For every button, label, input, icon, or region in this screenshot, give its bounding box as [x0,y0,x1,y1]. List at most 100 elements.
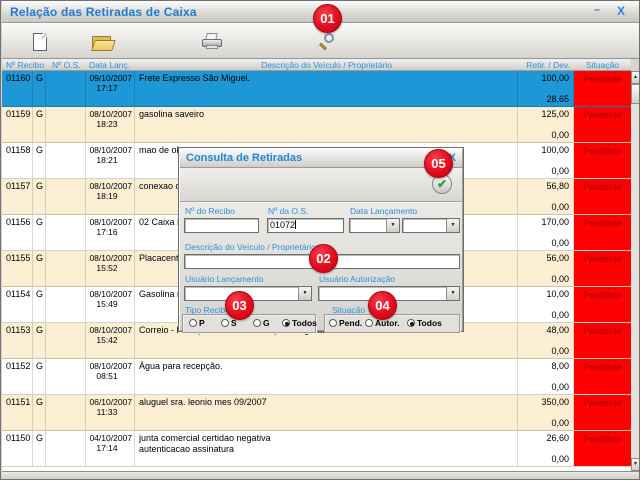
cell-date: 08/10/2007 [89,325,132,335]
status-badge: Pendente [574,179,631,214]
header-data[interactable]: Data Lanç. [89,60,131,70]
cell-date: 06/10/2007 [89,397,132,407]
table-row[interactable]: 01159 G 08/10/2007 18:23 gasolina saveir… [2,107,631,143]
cell-os [46,71,86,106]
annotation-badge-03: 03 [225,291,254,320]
radio-tipo-todos[interactable]: Todos [282,318,317,328]
radio-situacao-autor[interactable]: Autor. [365,318,400,328]
cell-os [46,251,86,286]
radio-situacao-pend[interactable]: Pend. [329,318,362,328]
cell-descricao: aluguel sra. leonio mes 09/2007 [135,395,518,430]
radio-situacao-todos[interactable]: Todos [407,318,442,328]
cell-recibo: 01157 [2,179,33,214]
header-situacao[interactable]: Situação [585,60,620,70]
data-final-combo[interactable]: ▼ [402,218,460,233]
scrollbar-thumb[interactable] [631,84,639,104]
cell-retir-dev: 26,60 0,00 [518,431,574,466]
status-badge: Pendente [574,251,631,286]
chevron-down-icon[interactable]: ▼ [298,287,311,300]
label-tipo-recibo: Tipo Recibo [185,305,231,315]
cell-time: 17:14 [96,443,118,453]
annotation-badge-01: 01 [313,4,342,33]
cell-retir-dev: 56,80 0,00 [518,179,574,214]
cell-descricao: gasolina saveiro [135,107,518,142]
radio-icon [253,319,261,327]
cell-os [46,323,86,358]
radio-tipo-g[interactable]: G [253,318,270,328]
cell-recibo: 01158 [2,143,33,178]
cell-retir-dev: 350,00 0,00 [518,395,574,430]
label-usuario-lancamento: Usuário Lançamento [185,274,264,284]
cell-tipo: G [33,215,46,250]
label-recibo: Nº do Recibo [185,206,235,216]
annotation-badge-05: 05 [424,149,453,178]
cell-data: 04/10/2007 17:14 [86,431,135,466]
open-button[interactable] [89,29,115,55]
header-recibo[interactable]: Nº Recibo [6,60,45,70]
os-input[interactable]: 01072 [267,218,344,233]
table-row[interactable]: 01152 G 08/10/2007 08:51 Água para recep… [2,359,631,395]
print-button[interactable] [199,29,225,55]
cell-date: 08/10/2007 [89,289,132,299]
radio-tipo-p[interactable]: P [189,318,205,328]
cell-os [46,395,86,430]
cell-recibo: 01154 [2,287,33,322]
table-row[interactable]: 01151 G 06/10/2007 11:33 aluguel sra. le… [2,395,631,431]
cell-time: 17:17 [96,83,118,93]
cell-retir-dev: 48,00 0,00 [518,323,574,358]
label-usuario-autorizacao: Usuário Autorização [319,274,396,284]
cell-descricao: junta comercial certidao negativa autent… [135,431,518,466]
bottom-bar [2,471,639,479]
minimize-button[interactable]: – [593,4,601,16]
cell-os [46,431,86,466]
cell-date: 08/10/2007 [89,109,132,119]
header-os[interactable]: Nº O.S. [52,60,81,70]
cell-date: 08/10/2007 [89,217,132,227]
chevron-down-icon[interactable]: ▼ [446,287,459,300]
cell-date: 04/10/2007 [89,433,132,443]
cell-time: 15:49 [96,299,118,309]
cell-date: 08/10/2007 [89,253,132,263]
cell-recibo: 01160 [2,71,33,106]
table-row[interactable]: 01150 G 04/10/2007 17:14 junta comercial… [2,431,631,467]
dialog-close-button[interactable]: X [448,152,456,164]
header-descricao[interactable]: Descrição do Veículo / Proprietário [261,60,392,70]
annotation-badge-02: 02 [309,244,338,273]
cell-data: 08/10/2007 18:21 [86,143,135,178]
cell-tipo: G [33,143,46,178]
cell-retir-dev: 10,00 0,00 [518,287,574,322]
table-row[interactable]: 01160 G 09/10/2007 17:17 Frete Expresso … [2,71,631,107]
chevron-down-icon[interactable]: ▼ [386,219,399,232]
new-document-button[interactable] [27,29,53,55]
printer-icon [201,33,223,51]
cell-tipo: G [33,107,46,142]
cell-retir-dev: 170,00 0,00 [518,215,574,250]
cell-os [46,359,86,394]
cell-tipo: G [33,395,46,430]
scroll-down-icon[interactable]: ▼ [631,458,639,471]
search-button[interactable] [313,29,339,55]
recibo-input[interactable] [184,218,259,233]
cell-recibo: 01150 [2,431,33,466]
radio-icon [282,319,290,327]
scroll-up-icon[interactable]: ▲ [631,71,639,84]
cell-recibo: 01153 [2,323,33,358]
chevron-down-icon[interactable]: ▼ [446,219,459,232]
label-data-lancamento: Data Lançamento [350,206,418,216]
label-descricao: Descrição do Veículo / Proprietário [185,242,316,252]
cell-tipo: G [33,323,46,358]
close-button[interactable]: X [616,4,625,18]
radio-tipo-s[interactable]: S [221,318,237,328]
cell-retir-dev: 125,00 0,00 [518,107,574,142]
cell-recibo: 01152 [2,359,33,394]
cell-retir-dev: 56,00 0,00 [518,251,574,286]
dialog-title: Consulta de Retiradas [186,152,303,164]
cell-os [46,107,86,142]
cell-retir-dev: 8,00 0,00 [518,359,574,394]
data-inicial-combo[interactable]: ▼ [349,218,400,233]
header-retir[interactable]: Retir. / Dev. [526,60,570,70]
vertical-scrollbar[interactable]: ▲ ▼ [631,71,639,471]
cell-data: 08/10/2007 15:52 [86,251,135,286]
status-badge: Pendente [574,431,631,466]
cell-os [46,287,86,322]
